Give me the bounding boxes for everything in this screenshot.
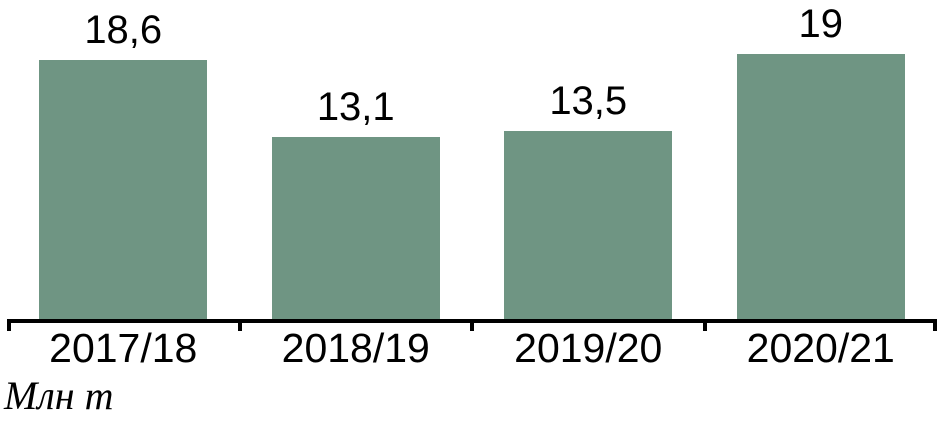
bar-2020-21 <box>736 54 905 320</box>
axis-tick <box>470 319 474 331</box>
x-axis-label: 2018/19 <box>281 325 430 371</box>
axis-tick <box>702 319 707 331</box>
axis-tick <box>933 319 937 331</box>
bar-value-label: 13,1 <box>316 85 395 129</box>
bar-2018-19 <box>271 137 440 320</box>
bar-2019-20 <box>504 131 673 320</box>
axis-tick <box>7 319 11 331</box>
bar-value-label: 18,6 <box>84 8 163 52</box>
axis-tick <box>237 319 242 331</box>
bar-value-label: 13,5 <box>549 79 628 123</box>
x-axis-label: 2017/18 <box>49 325 198 371</box>
bar-value-label: 19 <box>798 2 844 46</box>
bar-2017-18 <box>39 60 208 320</box>
unit-label: Млн т <box>4 373 114 418</box>
x-axis-label: 2019/20 <box>514 325 663 371</box>
x-axis-label: 2020/21 <box>746 325 895 371</box>
